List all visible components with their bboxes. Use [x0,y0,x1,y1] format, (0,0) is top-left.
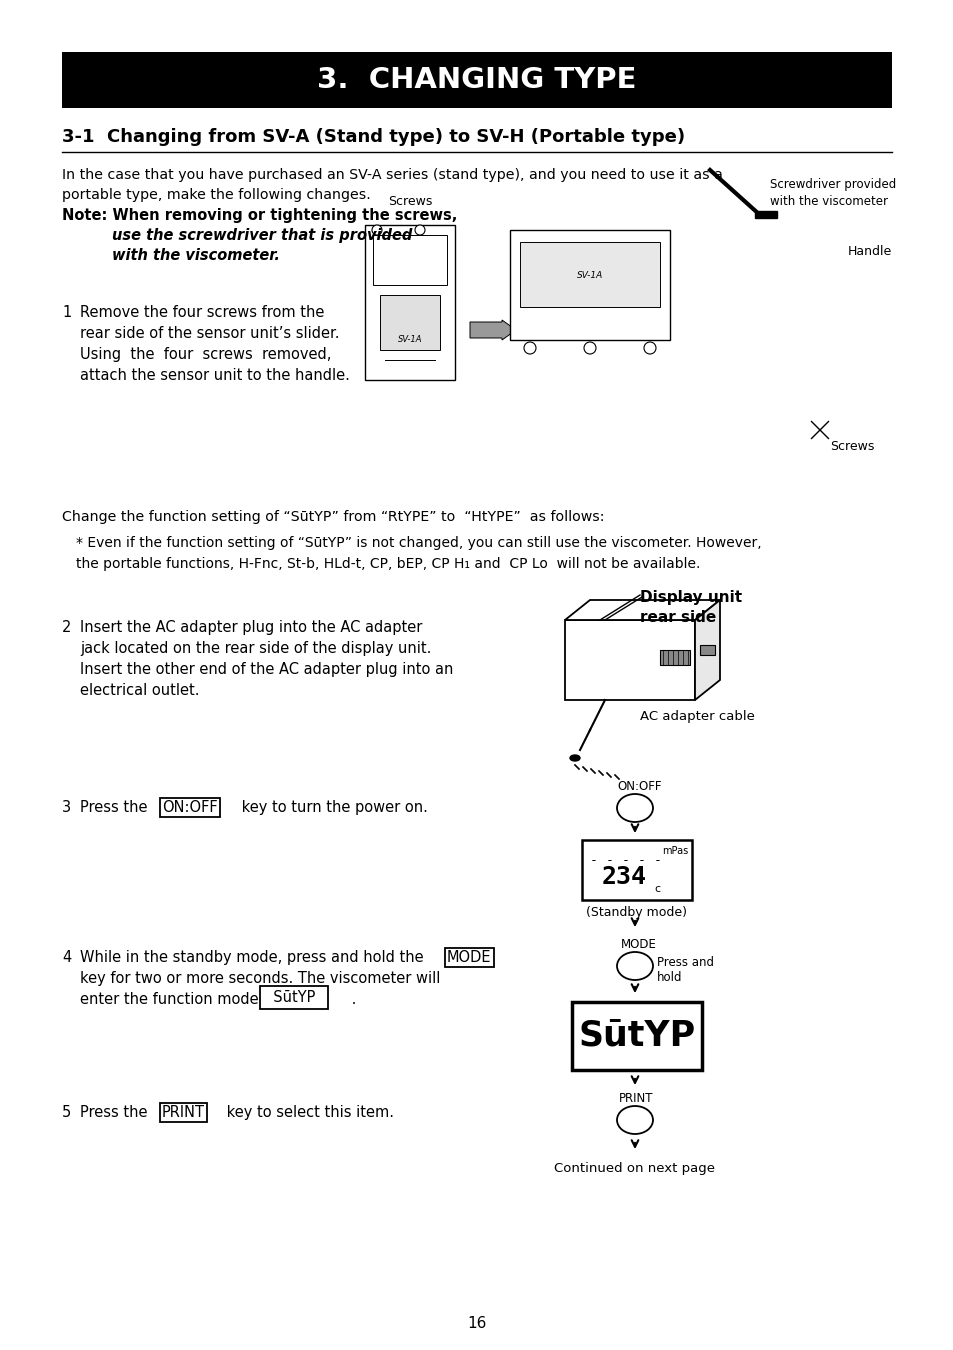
Bar [572,1002,701,1071]
Text: While in the standby mode, press and hold the: While in the standby mode, press and hol… [80,950,428,965]
Bar [564,620,695,701]
Text: rear side of the sensor unit’s slider.: rear side of the sensor unit’s slider. [80,325,339,342]
Text: (Standby mode): (Standby mode) [586,906,687,919]
Text: rear side: rear side [639,610,716,625]
Text: Handle: Handle [847,244,891,258]
Bar [379,296,439,350]
Text: 3-1  Changing from SV-A (Stand type) to SV-H (Portable type): 3-1 Changing from SV-A (Stand type) to S… [62,128,684,146]
Bar [581,840,691,900]
Bar [659,649,689,666]
Ellipse shape [617,952,652,980]
Text: Note: When removing or tightening the screws,: Note: When removing or tightening the sc… [62,208,456,223]
Text: attach the sensor unit to the handle.: attach the sensor unit to the handle. [80,369,350,383]
Circle shape [583,342,596,354]
Text: 234: 234 [601,865,646,890]
Text: Screwdriver provided: Screwdriver provided [769,178,895,190]
Bar [519,242,659,306]
Text: Screws: Screws [388,194,432,208]
Circle shape [372,225,381,235]
Text: PRINT: PRINT [162,1106,205,1120]
Text: Using  the  four  screws  removed,: Using the four screws removed, [80,347,331,362]
Ellipse shape [617,1106,652,1134]
Text: Insert the AC adapter plug into the AC adapter: Insert the AC adapter plug into the AC a… [80,620,422,634]
Text: SūtYP: SūtYP [264,990,324,1004]
Text: Press the: Press the [80,801,152,815]
Text: 1: 1 [62,305,71,320]
Text: SV-1A: SV-1A [577,270,602,279]
Text: key to select this item.: key to select this item. [222,1106,394,1120]
Text: the portable functions, H-Fnc, St-b, HLd-t, CP, bEP, CP H₁ and  CP Lo  will not : the portable functions, H-Fnc, St-b, HLd… [76,558,700,571]
Bar [700,645,714,655]
Bar [365,225,455,379]
Text: electrical outlet.: electrical outlet. [80,683,199,698]
Text: hold: hold [657,971,681,984]
Text: SV-1A: SV-1A [397,336,422,344]
Text: Display unit: Display unit [639,590,741,605]
Circle shape [643,342,656,354]
Text: ON:OFF: ON:OFF [162,801,217,815]
Text: ON:OFF: ON:OFF [617,780,660,792]
Circle shape [415,225,424,235]
Bar [754,211,776,217]
FancyArrow shape [470,320,516,340]
Text: 2: 2 [62,620,71,634]
Text: SūtYP: SūtYP [578,1019,695,1053]
Circle shape [523,342,536,354]
Text: MODE: MODE [620,938,657,950]
Polygon shape [695,599,720,701]
Text: - - - - -: - - - - - [589,855,661,867]
Text: Press the: Press the [80,1106,152,1120]
Text: mPas: mPas [661,846,687,856]
Bar [373,235,447,285]
Text: use the screwdriver that is provided: use the screwdriver that is provided [112,228,412,243]
Text: enter the function mode: enter the function mode [80,992,258,1007]
Text: PRINT: PRINT [618,1092,653,1106]
Text: Continued on next page: Continued on next page [554,1162,715,1174]
Text: key to turn the power on.: key to turn the power on. [236,801,428,815]
Text: * Even if the function setting of “SūtYP” is not changed, you can still use the : * Even if the function setting of “SūtYP… [76,536,760,549]
Text: Change the function setting of “SūtYP” from “RtYPE” to  “HtYPE”  as follows:: Change the function setting of “SūtYP” f… [62,510,604,524]
Text: Screws: Screws [829,440,874,454]
Text: Press and: Press and [657,956,713,969]
Text: Remove the four screws from the: Remove the four screws from the [80,305,324,320]
Text: with the viscometer: with the viscometer [769,194,887,208]
Text: c: c [654,884,659,894]
Text: with the viscometer.: with the viscometer. [112,248,279,263]
Text: In the case that you have purchased an SV-A series (stand type), and you need to: In the case that you have purchased an S… [62,167,722,182]
Text: 5: 5 [62,1106,71,1120]
Bar [62,53,891,108]
Ellipse shape [569,755,579,761]
Text: jack located on the rear side of the display unit.: jack located on the rear side of the dis… [80,641,431,656]
Polygon shape [564,599,720,620]
Text: .: . [347,992,356,1007]
Text: MODE: MODE [447,950,491,965]
Text: 3: 3 [62,801,71,815]
Text: 3.  CHANGING TYPE: 3. CHANGING TYPE [317,66,636,95]
Text: 4: 4 [62,950,71,965]
Bar [510,230,669,340]
Text: key for two or more seconds. The viscometer will: key for two or more seconds. The viscome… [80,971,440,986]
Text: Insert the other end of the AC adapter plug into an: Insert the other end of the AC adapter p… [80,662,453,676]
Text: portable type, make the following changes.: portable type, make the following change… [62,188,371,202]
Text: 16: 16 [467,1316,486,1331]
Text: AC adapter cable: AC adapter cable [639,710,754,724]
Ellipse shape [617,794,652,822]
